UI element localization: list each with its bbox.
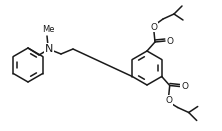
Text: O: O — [166, 37, 174, 45]
Text: O: O — [165, 96, 172, 105]
Text: Me: Me — [42, 26, 54, 34]
Text: O: O — [181, 82, 188, 91]
Text: O: O — [151, 23, 157, 31]
Text: N: N — [45, 44, 53, 54]
